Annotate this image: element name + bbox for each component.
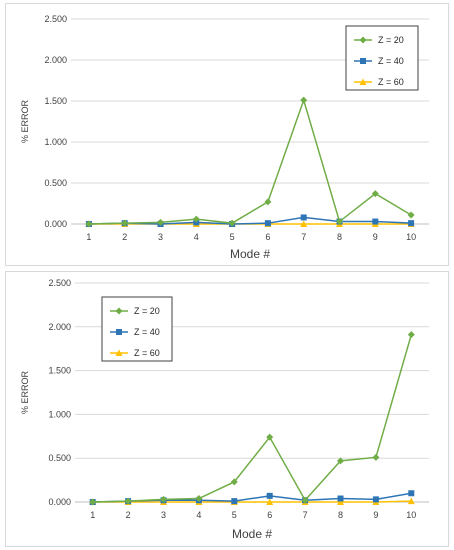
x-tick-label: 3 [158,232,163,242]
y-tick-label: 2.500 [44,14,67,24]
x-tick-label: 9 [373,232,378,242]
x-tick-label: 1 [86,232,91,242]
y-tick-label: 1.000 [48,409,71,419]
y-tick-label: 1.000 [44,137,67,147]
x-tick-label: 1 [90,510,95,520]
x-tick-label: 4 [194,232,199,242]
data-point [372,453,380,461]
y-tick-label: 1.500 [48,366,71,376]
chart-bottom: 0.000 0.500 1.000 1.500 2.000 2.500 1 2 3 4 5 6 7 8 9 1… [20,278,429,541]
data-point [337,495,344,502]
data-point [192,215,200,223]
data-point [408,490,415,497]
data-point [124,497,132,505]
data-point [372,218,379,225]
data-point [407,331,415,339]
legend-label: Z = 40 [134,327,160,337]
legend-box [101,296,173,362]
x-tick-label: 6 [265,232,270,242]
legend-marker [116,329,122,335]
legend-label: Z = 60 [378,77,404,87]
x-tick-label: 5 [232,510,237,520]
data-point [157,218,164,226]
legend-marker [359,36,367,44]
data-point [408,220,415,227]
series-square [85,214,415,227]
legend-marker [359,78,367,85]
y-tick-label: 0.500 [48,453,71,463]
data-point [160,495,167,503]
data-point [266,433,274,441]
y-tick-label: 0.000 [48,497,71,507]
data-point [266,492,273,499]
data-point [371,190,379,198]
chart-top: 0.000 0.500 1.000 1.500 2.000 2.500 1 2 3 4 5 6 7 8 9 1… [20,14,429,261]
series-diamond [89,331,415,506]
data-point [300,214,307,221]
x-axis-title: Mode # [232,527,272,541]
data-point [337,498,344,505]
x-tick-label: 2 [122,232,127,242]
x-axis-title: Mode # [230,247,270,261]
legend-label: Z = 60 [134,348,160,358]
x-tick-label: 2 [126,510,131,520]
x-tick-label: 7 [303,510,308,520]
legend: Z = 20 Z = 40 Z = 60 [101,296,173,362]
series-line [88,216,412,225]
series-diamond [85,96,415,228]
data-point [300,220,308,227]
data-point [336,218,343,226]
x-tick-label: 8 [338,510,343,520]
x-tick-label: 10 [406,232,416,242]
x-tick-label: 3 [161,510,166,520]
y-axis-title: % ERROR [20,100,30,144]
legend-box [345,25,419,91]
data-point [228,219,236,227]
x-tick-label: 6 [267,510,272,520]
data-point [89,498,97,506]
series-square [89,490,415,505]
legend-label: Z = 20 [378,35,404,45]
y-tick-label: 0.500 [44,178,67,188]
legend: Z = 20 Z = 40 Z = 60 [345,25,419,91]
series-line [88,97,412,225]
legend-marker [360,58,366,64]
data-point [264,198,272,206]
legend-marker [115,307,123,315]
data-point [85,220,93,228]
x-tick-label: 9 [373,510,378,520]
x-tick-label: 10 [406,510,416,520]
data-point [230,478,238,486]
y-tick-label: 2.000 [44,55,67,65]
data-point [264,220,271,227]
chart-panel-top: 0.000 0.500 1.000 1.500 2.000 2.500 1 2 3 4 5 6 7 8 9 1… [5,3,449,266]
y-axis-title: % ERROR [20,371,30,415]
x-tick-label: 8 [337,232,342,242]
series-line [92,500,412,503]
y-tick-label: 2.000 [48,322,71,332]
data-point [337,457,344,465]
data-point [407,497,415,505]
data-point [121,219,129,227]
x-tick-label: 7 [301,232,306,242]
data-point [407,211,415,219]
y-tick-label: 0.000 [44,219,67,229]
x-tick-label: 4 [196,510,201,520]
data-point [300,96,308,104]
y-tick-label: 1.500 [44,96,67,106]
data-point [301,496,309,504]
legend-label: Z = 20 [134,306,160,316]
data-point [195,494,203,502]
data-point [372,496,379,503]
data-point [231,498,238,505]
legend-label: Z = 40 [378,56,404,66]
x-tick-label: 5 [230,232,235,242]
chart-panel-bottom: 0.000 0.500 1.000 1.500 2.000 2.500 1 2 3 4 5 6 7 8 9 1… [5,271,449,547]
series-line [92,334,413,503]
y-tick-label: 2.500 [48,278,71,288]
legend-marker [115,349,123,356]
data-point [266,498,274,505]
